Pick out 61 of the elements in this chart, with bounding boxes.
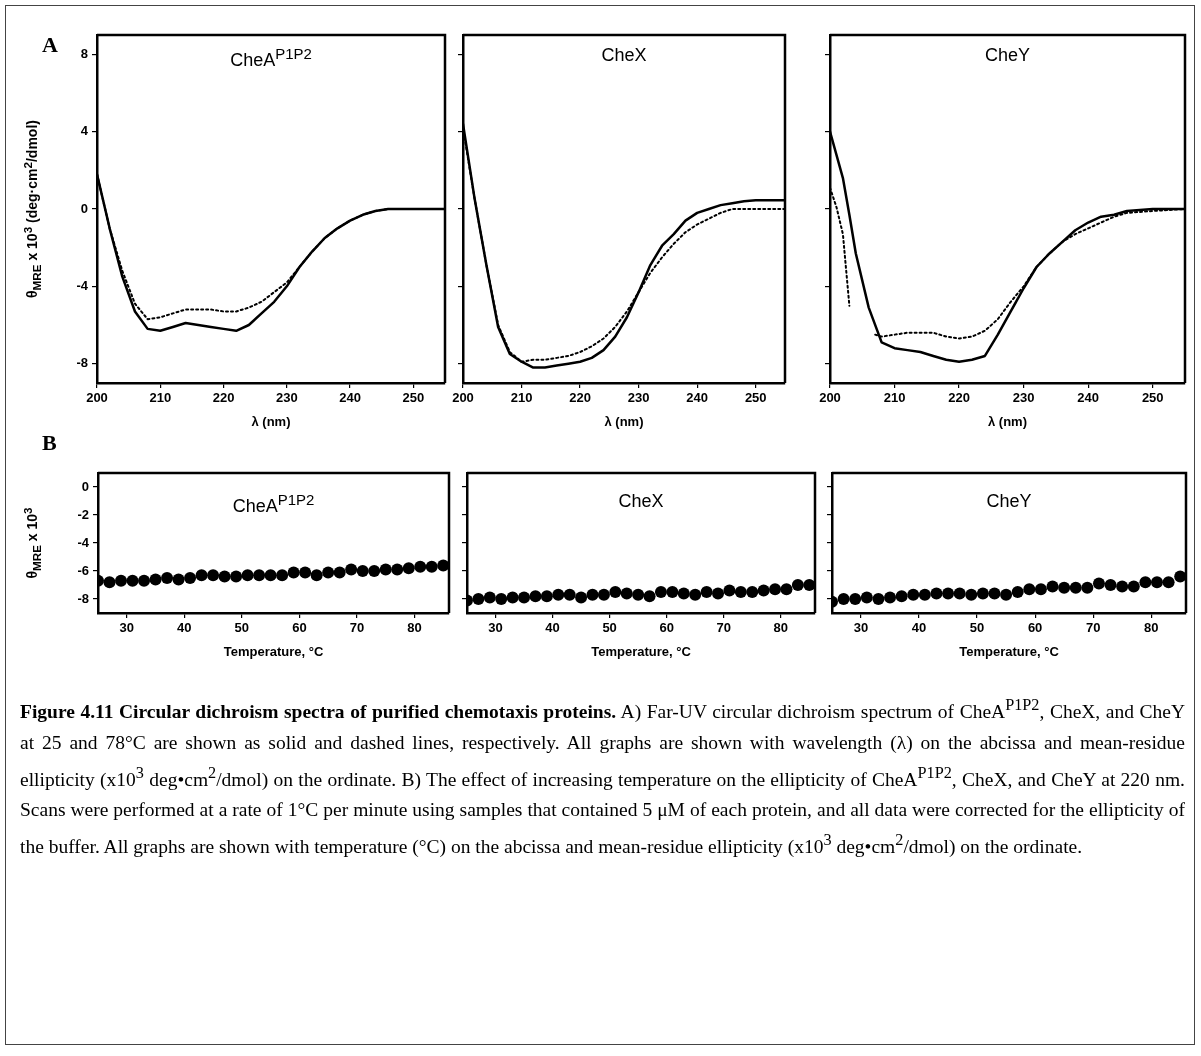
- text: CheY: [984, 45, 1031, 66]
- text: CheX: [601, 45, 647, 66]
- x-axis-title: Temperature, °C: [223, 643, 324, 659]
- x-tick-label: 210: [510, 390, 533, 406]
- text: CheX: [618, 491, 664, 512]
- x-tick-label: 230: [1012, 390, 1035, 406]
- x-tick-label: 40: [911, 620, 927, 636]
- text: CheA$^{P1P2}$: [230, 45, 312, 71]
- x-axis-title: Temperature, °C: [959, 643, 1060, 659]
- x-tick-label: 80: [407, 620, 422, 636]
- text: CheA$^{P1P2}$: [232, 491, 315, 517]
- x-tick-label: 80: [1143, 620, 1159, 636]
- x-tick-label: 70: [716, 620, 731, 636]
- x-tick-label: 240: [1077, 390, 1100, 406]
- x-tick-label: 250: [744, 390, 767, 406]
- y-tick-label: -8: [76, 355, 88, 371]
- text: CheY: [986, 491, 1032, 512]
- x-tick-label: 70: [349, 620, 365, 636]
- x-axis-title: λ (nm): [251, 413, 291, 429]
- x-tick-label: 210: [883, 390, 906, 406]
- y-tick-label: 4: [80, 123, 89, 139]
- y-tick-label: -8: [77, 590, 89, 606]
- y-tick-label: -4: [76, 277, 89, 293]
- x-tick-label: 200: [819, 390, 841, 406]
- x-tick-label: 30: [853, 620, 869, 636]
- x-tick-label: 50: [969, 620, 985, 636]
- x-tick-label: 230: [275, 390, 298, 406]
- x-tick-label: 70: [1085, 620, 1101, 636]
- x-tick-label: 30: [488, 620, 503, 636]
- x-tick-label: 240: [339, 390, 361, 406]
- x-tick-label: 60: [1027, 620, 1043, 636]
- y-tick-label: 0: [81, 478, 89, 494]
- y-tick-label: 0: [80, 200, 88, 216]
- x-tick-label: 50: [602, 620, 617, 636]
- y-tick-label: -6: [77, 562, 89, 578]
- x-tick-label: 240: [686, 390, 709, 406]
- x-tick-label: 220: [212, 390, 235, 406]
- x-axis-title: Temperature, °C: [591, 643, 692, 659]
- x-tick-label: 200: [86, 390, 108, 406]
- x-tick-label: 220: [948, 390, 970, 406]
- x-tick-label: 200: [452, 390, 474, 406]
- x-axis-title: λ (nm): [604, 413, 644, 429]
- text: A: [42, 32, 58, 58]
- x-tick-label: 80: [773, 620, 788, 636]
- caption: Figure 4.11 Circular dichroism spectra of purified chemotaxis proteins.: [20, 700, 617, 722]
- x-axis-title: λ (nm): [988, 413, 1027, 429]
- x-tick-label: 230: [627, 390, 650, 406]
- x-tick-label: 60: [659, 620, 674, 636]
- y-tick-label: 8: [80, 45, 88, 61]
- x-tick-label: 220: [569, 390, 591, 406]
- x-tick-label: 250: [1141, 390, 1164, 406]
- text: B: [42, 430, 57, 456]
- x-tick-label: 50: [234, 620, 250, 636]
- x-tick-label: 40: [545, 620, 560, 636]
- y-tick-label: -2: [77, 506, 89, 522]
- x-tick-label: 210: [149, 390, 172, 406]
- x-tick-label: 250: [402, 390, 425, 406]
- x-tick-label: 40: [177, 620, 192, 636]
- y-tick-label: -4: [77, 534, 90, 550]
- x-tick-label: 60: [292, 620, 307, 636]
- x-tick-label: 30: [119, 620, 134, 636]
